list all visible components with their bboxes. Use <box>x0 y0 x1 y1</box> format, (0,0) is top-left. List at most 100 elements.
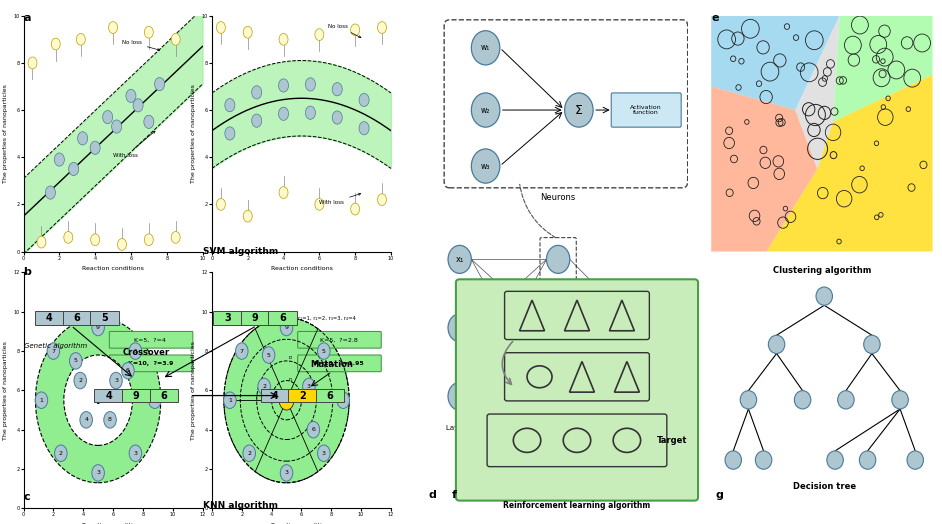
Circle shape <box>76 34 86 45</box>
Circle shape <box>546 383 570 410</box>
Circle shape <box>546 245 570 274</box>
Text: 1: 1 <box>341 398 345 403</box>
Text: Decision tree: Decision tree <box>792 482 856 491</box>
Text: 1: 1 <box>153 398 156 403</box>
Text: Layer L₂: Layer L₂ <box>544 425 573 431</box>
Text: d: d <box>429 490 436 500</box>
Text: 2: 2 <box>247 451 252 456</box>
Text: 7: 7 <box>52 348 56 354</box>
Text: 2: 2 <box>58 451 63 456</box>
Circle shape <box>448 383 471 410</box>
Circle shape <box>225 99 235 112</box>
Circle shape <box>37 236 46 248</box>
Circle shape <box>315 199 324 210</box>
FancyBboxPatch shape <box>213 311 241 324</box>
Circle shape <box>217 21 225 34</box>
Circle shape <box>471 31 500 65</box>
FancyBboxPatch shape <box>611 93 681 127</box>
Text: 5: 5 <box>102 313 108 323</box>
Circle shape <box>333 111 342 124</box>
Text: 4: 4 <box>84 417 89 422</box>
Y-axis label: The properties of nanoparticles: The properties of nanoparticles <box>3 341 8 440</box>
Circle shape <box>794 391 811 409</box>
Circle shape <box>51 38 60 50</box>
Circle shape <box>350 203 360 215</box>
Text: 2: 2 <box>262 384 267 389</box>
Circle shape <box>305 78 316 91</box>
Text: 9: 9 <box>284 325 288 330</box>
Circle shape <box>144 115 154 128</box>
Text: 9: 9 <box>133 391 139 401</box>
Circle shape <box>307 421 319 438</box>
Text: KNN algorithm: KNN algorithm <box>203 501 278 510</box>
Text: w₁: w₁ <box>481 43 490 52</box>
Circle shape <box>90 234 100 246</box>
FancyBboxPatch shape <box>109 355 193 372</box>
Circle shape <box>546 314 570 342</box>
Polygon shape <box>833 16 933 122</box>
Circle shape <box>755 451 771 469</box>
Circle shape <box>725 451 741 469</box>
Circle shape <box>92 465 105 481</box>
Text: 5: 5 <box>322 348 326 354</box>
Text: Layer L₁: Layer L₁ <box>446 425 474 431</box>
FancyBboxPatch shape <box>445 20 688 188</box>
X-axis label: Reaction conditions: Reaction conditions <box>270 266 333 271</box>
Circle shape <box>279 390 294 410</box>
Circle shape <box>74 373 87 389</box>
Polygon shape <box>711 86 818 252</box>
Text: 3: 3 <box>322 451 326 456</box>
FancyBboxPatch shape <box>109 332 193 348</box>
Circle shape <box>64 355 133 445</box>
Text: 5: 5 <box>134 348 138 354</box>
Circle shape <box>144 26 154 38</box>
Text: 6: 6 <box>312 427 316 432</box>
Text: ANN algorithm: ANN algorithm <box>521 455 595 464</box>
Circle shape <box>471 149 500 183</box>
Circle shape <box>70 353 82 369</box>
Circle shape <box>258 378 270 395</box>
Text: Genetic algorithm: Genetic algorithm <box>24 343 87 349</box>
X-axis label: Reaction conditions: Reaction conditions <box>82 523 144 524</box>
Polygon shape <box>767 74 933 252</box>
Circle shape <box>110 373 122 389</box>
FancyBboxPatch shape <box>298 355 382 372</box>
Circle shape <box>864 335 880 354</box>
FancyBboxPatch shape <box>150 389 178 402</box>
Circle shape <box>118 238 126 250</box>
Circle shape <box>92 319 105 336</box>
Circle shape <box>252 114 262 127</box>
Text: 3: 3 <box>114 378 118 383</box>
Circle shape <box>144 234 154 246</box>
FancyBboxPatch shape <box>268 311 297 324</box>
Circle shape <box>55 153 64 166</box>
Text: 3: 3 <box>134 451 138 456</box>
Text: 7: 7 <box>240 348 244 354</box>
Circle shape <box>350 24 360 36</box>
Text: r₁: r₁ <box>289 377 293 381</box>
Text: 6: 6 <box>126 368 130 373</box>
Circle shape <box>471 93 500 127</box>
Circle shape <box>64 232 73 243</box>
Circle shape <box>252 86 262 99</box>
Y-axis label: The properties of nanoparticles: The properties of nanoparticles <box>191 84 196 183</box>
Polygon shape <box>795 16 839 169</box>
Circle shape <box>133 99 143 112</box>
Text: r₁=1, r₂=2, r₃=3, r₄=4: r₁=1, r₂=2, r₃=3, r₄=4 <box>299 315 356 321</box>
Circle shape <box>564 93 593 127</box>
Circle shape <box>90 141 100 155</box>
Text: 3: 3 <box>284 471 288 475</box>
Circle shape <box>279 79 288 92</box>
Circle shape <box>223 392 236 409</box>
Text: 3: 3 <box>96 471 100 475</box>
Circle shape <box>333 83 342 96</box>
Text: K=10,  ?=3.9: K=10, ?=3.9 <box>127 361 173 366</box>
FancyBboxPatch shape <box>90 311 119 324</box>
Circle shape <box>359 122 369 135</box>
Circle shape <box>281 465 293 481</box>
Circle shape <box>80 412 92 428</box>
Y-axis label: The properties of nanoparticles: The properties of nanoparticles <box>191 341 196 440</box>
FancyBboxPatch shape <box>35 311 63 324</box>
Circle shape <box>892 391 908 409</box>
Circle shape <box>315 29 324 40</box>
